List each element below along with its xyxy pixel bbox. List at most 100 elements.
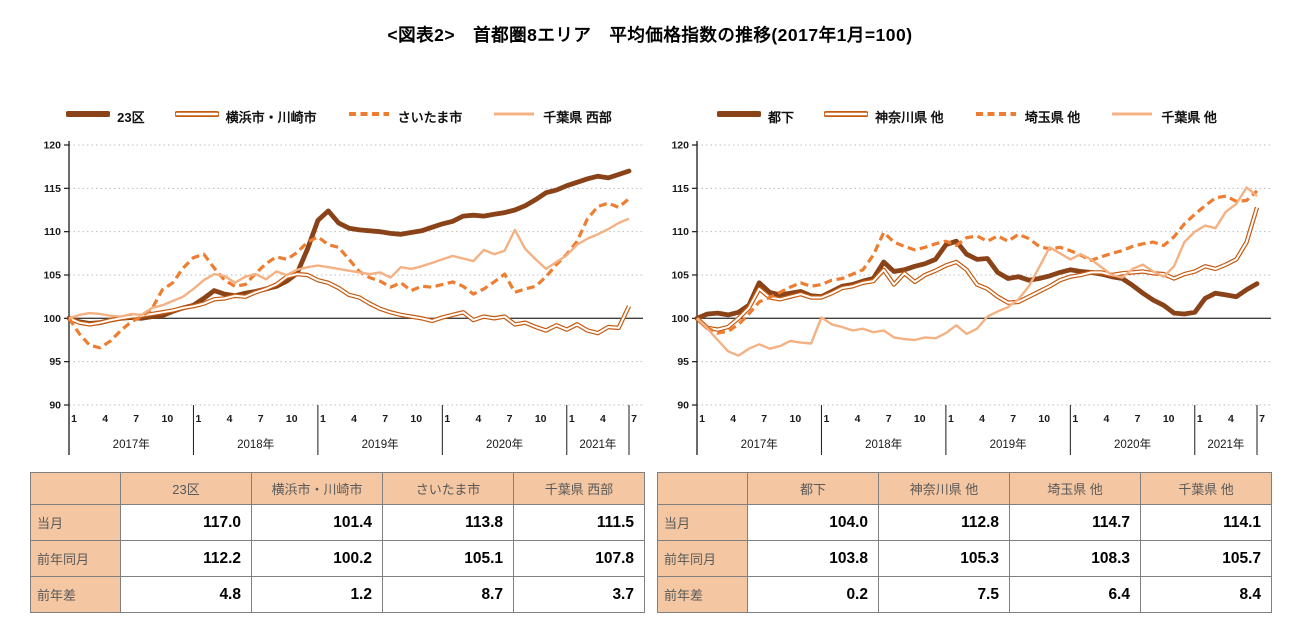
y-tick-label: 95 [49, 356, 61, 368]
row-label: 前年差 [657, 576, 748, 613]
corner-cell [30, 472, 121, 505]
x-month-label: 10 [286, 413, 298, 425]
value-cell: 111.5 [513, 504, 645, 541]
x-year-label: 2020年 [486, 437, 523, 451]
column-header: 横浜市・川崎市 [251, 472, 383, 505]
legend-left: 23区 横浜市・川崎市 さいたま市 千葉県 西部 [24, 103, 654, 129]
summary-table-right: 都下 神奈川県 他 埼玉県 他 千葉県 他 当月 104.0 112.8 114… [657, 472, 1272, 613]
x-month-label: 7 [507, 413, 513, 425]
legend-item: 埼玉県 他 [974, 107, 1081, 126]
value-cell: 105.1 [382, 540, 514, 577]
y-tick-label: 105 [43, 270, 61, 282]
legend-item: 横浜市・川崎市 [173, 107, 317, 126]
series-line-2 [67, 197, 631, 350]
value-cell: 0.2 [747, 576, 879, 613]
x-month-label: 7 [1010, 413, 1016, 425]
table-header-row: 23区 横浜市・川崎市 さいたま市 千葉県 西部 [30, 472, 645, 505]
legend-label: 神奈川県 他 [875, 109, 944, 125]
x-month-label: 7 [631, 413, 637, 425]
x-month-label: 1 [320, 413, 326, 425]
legend-right: 都下 神奈川県 他 埼玉県 他 千葉県 他 [652, 103, 1282, 129]
x-month-label: 1 [699, 413, 705, 425]
y-tick-label: 90 [677, 400, 689, 412]
x-year-label: 2019年 [990, 437, 1027, 451]
value-cell: 100.2 [251, 540, 383, 577]
value-cell: 105.3 [878, 540, 1010, 577]
value-cell: 6.4 [1009, 576, 1141, 613]
dashed-line-swatch-icon [974, 107, 1018, 125]
x-month-label: 10 [914, 413, 926, 425]
value-cell: 117.0 [120, 504, 252, 541]
thick-line-swatch-icon [716, 107, 763, 125]
x-month-label: 7 [258, 413, 264, 425]
legend-label: 千葉県 他 [1161, 109, 1217, 125]
legend-item: 千葉県 他 [1110, 107, 1217, 126]
legend-label: さいたま市 [397, 109, 463, 125]
column-header: さいたま市 [382, 472, 514, 505]
x-month-label: 1 [444, 413, 450, 425]
corner-cell [657, 472, 748, 505]
value-cell: 103.8 [747, 540, 879, 577]
value-cell: 8.4 [1140, 576, 1272, 613]
y-tick-label: 95 [677, 356, 689, 368]
x-month-label: 4 [855, 413, 861, 425]
column-header: 埼玉県 他 [1009, 472, 1141, 505]
summary-table-right-wrap: 都下 神奈川県 他 埼玉県 他 千葉県 他 当月 104.0 112.8 114… [657, 472, 1272, 613]
value-cell: 107.8 [513, 540, 645, 577]
value-cell: 101.4 [251, 504, 383, 541]
legend-item: さいたま市 [347, 107, 463, 126]
value-cell: 7.5 [878, 576, 1010, 613]
y-tick-label: 110 [672, 226, 689, 238]
row-label: 当月 [657, 504, 748, 541]
x-month-label: 10 [1038, 413, 1050, 425]
summary-table-left: 23区 横浜市・川崎市 さいたま市 千葉県 西部 当月 117.0 101.4 … [30, 472, 645, 613]
y-tick-label: 90 [49, 400, 61, 412]
x-month-label: 10 [1163, 413, 1175, 425]
legend-label: 埼玉県 他 [1024, 109, 1081, 125]
price-index-chart-left: 120 115 110 105 100 95 90 1 4 7 10 2017年 1 4 7 10 2018年 1… [24, 133, 654, 467]
series-line-2 [695, 189, 1259, 335]
x-month-label: 4 [1228, 413, 1234, 425]
y-tick-label: 115 [44, 183, 61, 195]
x-month-label: 1 [569, 413, 575, 425]
thick-line-swatch-icon [65, 107, 112, 125]
x-month-label: 10 [161, 413, 173, 425]
legend-label: 千葉県 西部 [543, 109, 612, 125]
y-tick-label: 105 [671, 270, 689, 282]
series-line-1-core [68, 273, 630, 335]
series-line-3 [696, 186, 1258, 357]
dashed-line-swatch-icon [347, 107, 391, 125]
double-line-swatch-icon [823, 107, 870, 125]
x-month-label: 1 [196, 413, 202, 425]
x-month-label: 1 [1072, 413, 1078, 425]
y-tick-label: 100 [43, 313, 61, 325]
series-line-1-core [696, 207, 1258, 331]
row-label: 当月 [30, 504, 121, 541]
series-line-0 [66, 168, 632, 326]
x-month-label: 7 [1135, 413, 1141, 425]
column-header: 神奈川県 他 [878, 472, 1010, 505]
x-year-label: 2017年 [741, 437, 778, 451]
column-header: 23区 [120, 472, 252, 505]
value-cell: 105.7 [1140, 540, 1272, 577]
legend-label: 都下 [768, 109, 795, 125]
page-title: <図表2> 首都圏8エリア 平均価格指数の推移(2017年1月=100) [387, 25, 913, 45]
x-year-label: 2017年 [113, 437, 150, 451]
thin-line-swatch-icon [492, 107, 536, 125]
summary-table-left-wrap: 23区 横浜市・川崎市 さいたま市 千葉県 西部 当月 117.0 101.4 … [30, 472, 645, 613]
legend-item: 神奈川県 他 [823, 107, 944, 126]
value-cell: 114.1 [1140, 504, 1272, 541]
table-row: 前年同月 112.2 100.2 105.1 107.8 [30, 540, 645, 577]
table-row: 当月 104.0 112.8 114.7 114.1 [657, 504, 1272, 541]
x-month-label: 4 [979, 413, 985, 425]
table-row: 前年差 4.8 1.2 8.7 3.7 [30, 576, 645, 613]
legend-item: 都下 [716, 107, 795, 126]
column-header: 千葉県 他 [1140, 472, 1272, 505]
x-month-label: 7 [761, 413, 767, 425]
x-month-label: 1 [824, 413, 830, 425]
x-month-label: 4 [1104, 413, 1110, 425]
table-row: 当月 117.0 101.4 113.8 111.5 [30, 504, 645, 541]
value-cell: 108.3 [1009, 540, 1141, 577]
row-label: 前年同月 [657, 540, 748, 577]
